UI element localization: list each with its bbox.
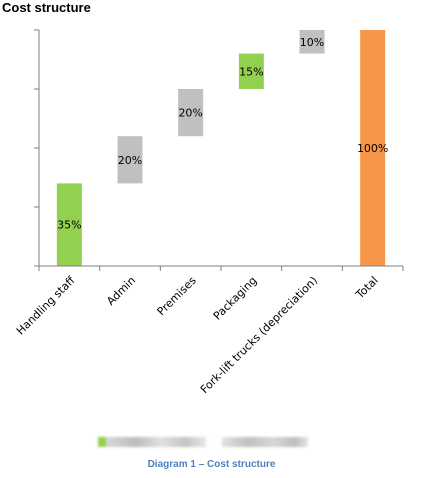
bar-label-3: 15% xyxy=(239,65,263,78)
bar-2 xyxy=(178,89,204,137)
x-tick-label-4: Fork-lift trucks (depreciation) xyxy=(198,274,320,396)
bar-label-5: 100% xyxy=(357,142,388,155)
legend-blurred xyxy=(98,437,206,447)
x-tick-label-1: Admin xyxy=(104,274,138,308)
x-tick-label-5: Total xyxy=(353,274,381,302)
x-tick-label-2: Premises xyxy=(155,274,199,318)
bar-3 xyxy=(238,53,264,89)
x-tick-label-0: Handling staff xyxy=(14,274,78,338)
legend-blurred-2 xyxy=(222,437,308,447)
bar-label-1: 20% xyxy=(118,154,142,167)
chart-title: Cost structure xyxy=(2,0,91,15)
bar-label-2: 20% xyxy=(178,107,202,120)
figure-caption: Diagram 1 – Cost structure xyxy=(147,459,276,470)
bar-label-4: 10% xyxy=(300,36,324,49)
bar-1 xyxy=(117,136,143,184)
bar-5 xyxy=(360,30,386,266)
bar-0 xyxy=(56,183,82,266)
bar-4 xyxy=(299,30,325,54)
x-tick-label-3: Packaging xyxy=(211,274,260,323)
bar-label-0: 35% xyxy=(57,219,81,232)
